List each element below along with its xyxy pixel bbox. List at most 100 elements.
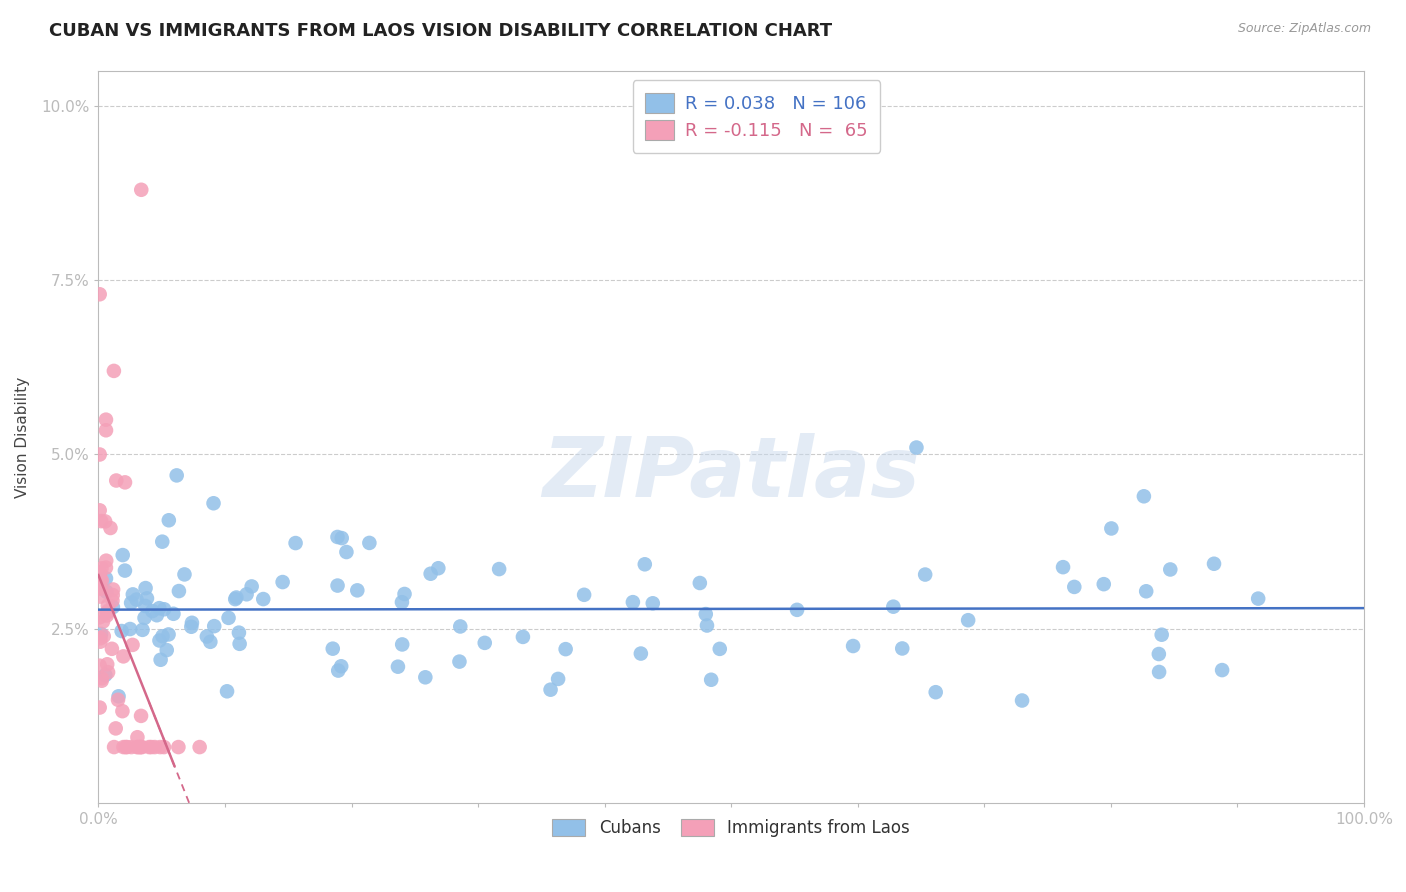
Point [97, 599, 120, 613]
Point [149, 740, 172, 755]
Point [101, 641, 124, 656]
Point [181, 615, 204, 630]
Point [1135, 584, 1157, 599]
Point [709, 641, 731, 656]
Point [1063, 580, 1085, 594]
Point [111, 704, 134, 718]
Text: CUBAN VS IMMIGRANTS FROM LAOS VISION DISABILITY CORRELATION CHART: CUBAN VS IMMIGRANTS FROM LAOS VISION DIS… [49, 22, 832, 40]
Point [89, 576, 111, 591]
Point [101, 593, 124, 607]
Point [271, 575, 294, 590]
Point [1147, 647, 1170, 661]
Point [114, 475, 136, 490]
Point [153, 602, 176, 616]
Point [148, 601, 170, 615]
Point [90, 561, 112, 575]
Point [449, 655, 471, 669]
Point [786, 603, 808, 617]
Point [326, 578, 349, 592]
Point [90, 514, 112, 528]
Point [1211, 663, 1233, 677]
Point [121, 587, 143, 601]
Point [957, 613, 980, 627]
Point [512, 630, 534, 644]
Point [94, 668, 117, 682]
Point [114, 564, 136, 578]
Point [700, 673, 723, 687]
Point [152, 629, 174, 643]
Point [200, 635, 222, 649]
Point [129, 740, 152, 755]
Point [89, 566, 111, 580]
Point [1150, 628, 1173, 642]
Point [235, 587, 257, 601]
Point [153, 740, 176, 755]
Point [488, 562, 510, 576]
Point [120, 622, 142, 636]
Point [540, 682, 562, 697]
Point [94, 560, 117, 574]
Point [240, 579, 263, 593]
Point [1011, 693, 1033, 707]
Point [630, 647, 652, 661]
Point [89, 700, 111, 714]
Point [228, 625, 250, 640]
Point [141, 604, 163, 618]
Point [107, 693, 129, 707]
Point [547, 672, 569, 686]
Point [89, 503, 111, 517]
Point [218, 611, 240, 625]
Point [387, 659, 409, 673]
Point [125, 740, 148, 755]
Point [157, 513, 180, 527]
Point [127, 740, 149, 755]
Point [105, 474, 128, 488]
Point [103, 740, 125, 755]
Point [89, 580, 111, 594]
Point [90, 673, 112, 688]
Point [104, 722, 127, 736]
Point [1247, 591, 1270, 606]
Point [891, 641, 914, 656]
Point [125, 592, 148, 607]
Point [121, 638, 143, 652]
Point [115, 740, 138, 755]
Point [100, 521, 122, 535]
Point [1099, 521, 1122, 535]
Point [89, 448, 111, 462]
Point [120, 740, 142, 755]
Point [136, 591, 159, 606]
Point [127, 730, 149, 744]
Point [97, 604, 120, 618]
Point [89, 634, 111, 648]
Point [141, 740, 163, 755]
Point [695, 607, 717, 621]
Point [96, 606, 118, 620]
Point [101, 582, 124, 597]
Point [1147, 665, 1170, 679]
Point [1052, 560, 1074, 574]
Point [90, 671, 112, 685]
Point [167, 584, 190, 599]
Point [621, 595, 644, 609]
Point [215, 684, 238, 698]
Point [94, 423, 117, 437]
Point [112, 649, 135, 664]
Point [112, 740, 135, 755]
Point [156, 643, 179, 657]
Point [129, 183, 152, 197]
Y-axis label: Vision Disability: Vision Disability [15, 376, 30, 498]
Point [427, 561, 450, 575]
Point [111, 548, 134, 562]
Text: Source: ZipAtlas.com: Source: ZipAtlas.com [1237, 22, 1371, 36]
Point [94, 412, 117, 426]
Point [391, 595, 413, 609]
Point [572, 588, 595, 602]
Point [120, 596, 142, 610]
Point [143, 740, 166, 755]
Point [96, 608, 118, 623]
Point [138, 740, 160, 755]
Point [90, 582, 112, 596]
Point [202, 496, 225, 510]
Point [641, 596, 664, 610]
